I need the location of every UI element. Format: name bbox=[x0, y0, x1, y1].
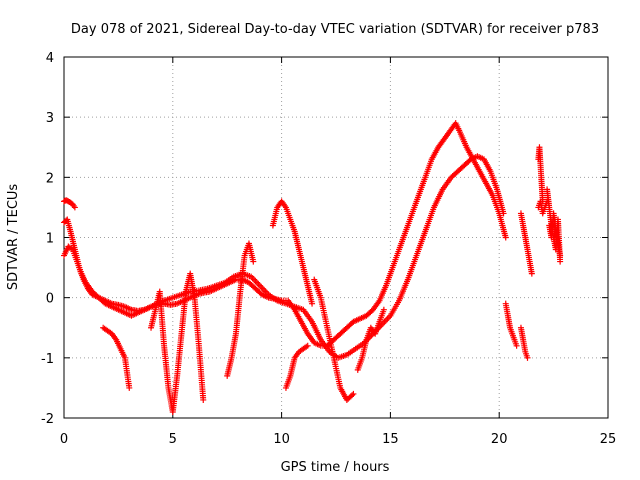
data-point bbox=[309, 300, 316, 307]
data-point bbox=[350, 390, 357, 397]
y-tick-label: 4 bbox=[46, 51, 54, 66]
y-tick-label: -1 bbox=[41, 352, 54, 367]
x-tick-label: 15 bbox=[382, 432, 399, 447]
x-tick-label: 25 bbox=[600, 432, 617, 447]
y-tick-label: 3 bbox=[46, 111, 54, 126]
x-tick-label: 20 bbox=[491, 432, 508, 447]
y-axis-label: SDTVAR / TECUs bbox=[6, 184, 21, 291]
data-point bbox=[71, 204, 78, 211]
y-tick-label: 2 bbox=[46, 171, 54, 186]
data-point bbox=[502, 234, 509, 241]
data-point bbox=[349, 392, 356, 399]
x-tick-label: 5 bbox=[169, 432, 177, 447]
y-tick-label: 0 bbox=[46, 292, 54, 307]
data-points bbox=[61, 120, 564, 415]
data-point bbox=[528, 270, 535, 277]
plot-frame bbox=[63, 56, 609, 419]
chart-title: Day 078 of 2021, Sidereal Day-to-day VTE… bbox=[71, 22, 599, 37]
y-tick-label: -2 bbox=[41, 412, 54, 427]
data-point bbox=[250, 258, 257, 265]
data-point bbox=[126, 384, 133, 391]
data-point bbox=[557, 258, 564, 265]
data-point bbox=[500, 210, 507, 217]
data-point bbox=[557, 252, 564, 259]
x-axis-label: GPS time / hours bbox=[281, 460, 390, 475]
x-tick-label: 0 bbox=[60, 432, 68, 447]
data-point bbox=[304, 342, 311, 349]
data-point bbox=[200, 396, 207, 403]
data-point bbox=[380, 306, 387, 313]
x-tick-label: 10 bbox=[273, 432, 290, 447]
data-point bbox=[524, 354, 531, 361]
data-point bbox=[513, 342, 520, 349]
y-tick-label: 1 bbox=[46, 232, 54, 247]
